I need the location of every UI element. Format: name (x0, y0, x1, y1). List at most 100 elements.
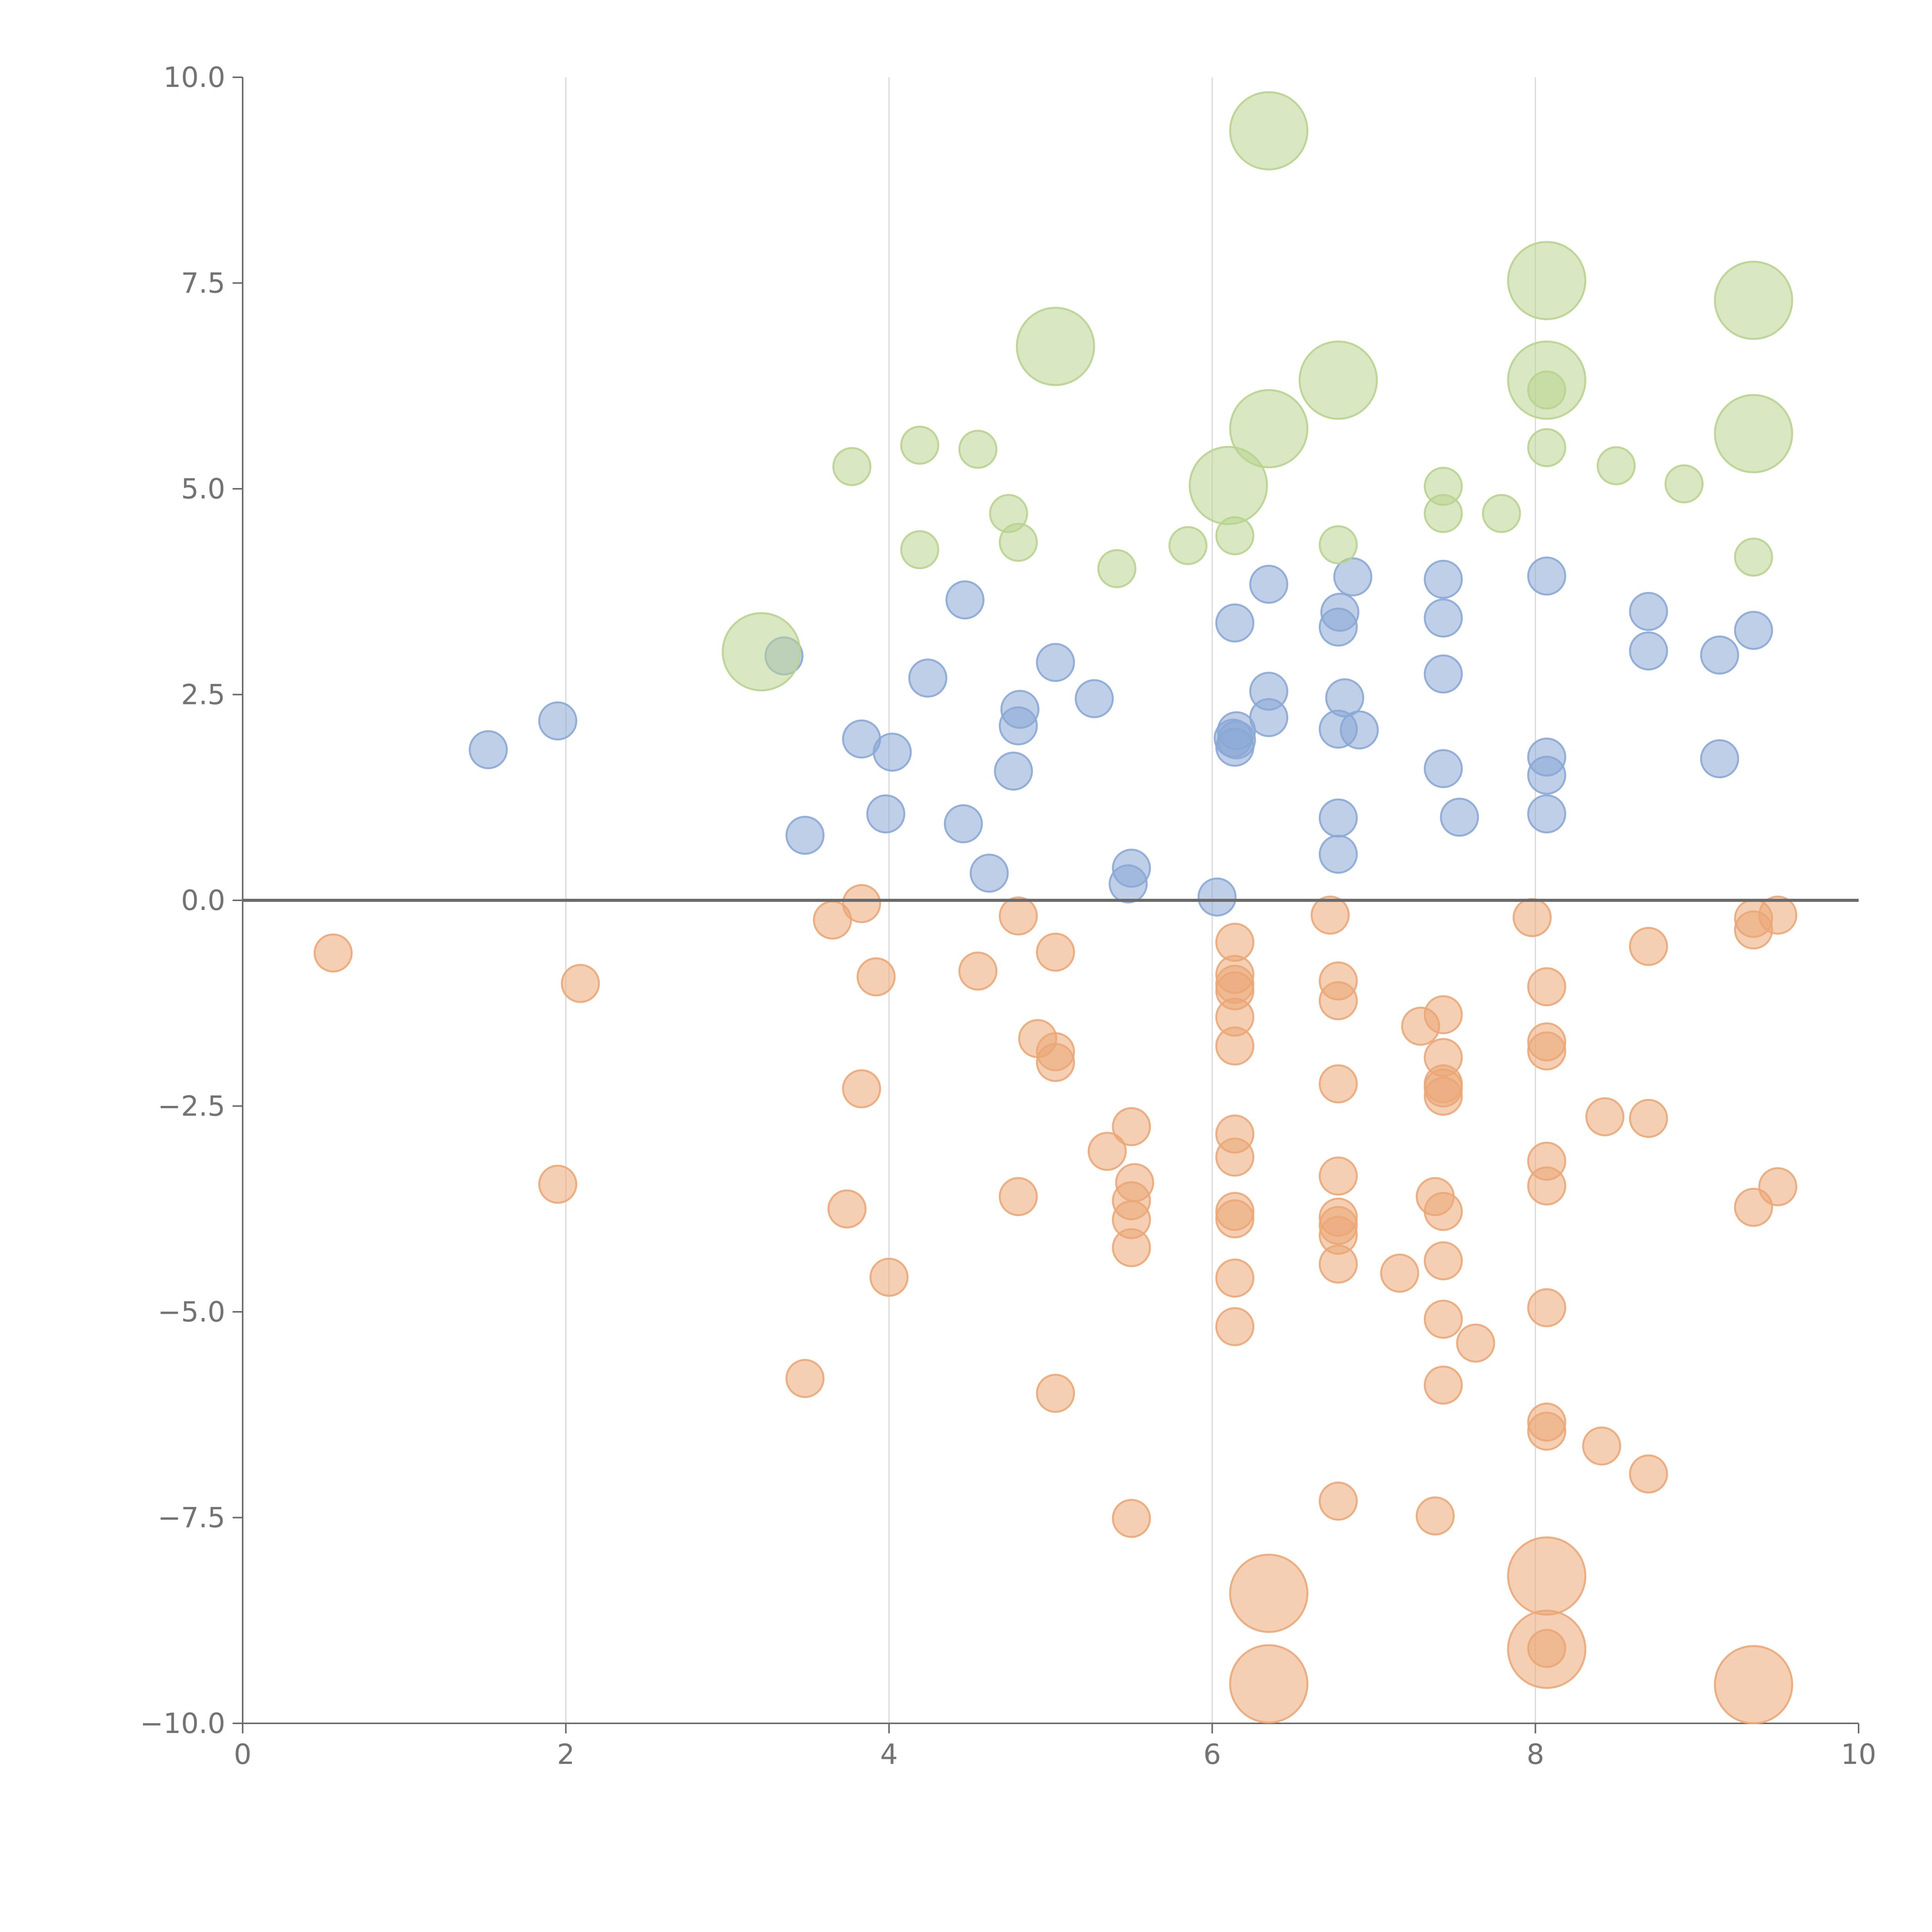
data-point (1423, 749, 1463, 788)
x-tick-label: 8 (1527, 1738, 1544, 1770)
data-point (1112, 1228, 1151, 1267)
x-tick-label: 10 (1841, 1738, 1876, 1770)
series-green-large (721, 91, 1793, 692)
data-point (1115, 1163, 1154, 1202)
data-point (1714, 260, 1793, 340)
data-point (1333, 557, 1372, 597)
data-point (1585, 1097, 1624, 1136)
data-point (1215, 603, 1255, 643)
data-point (1423, 598, 1463, 638)
data-point (1423, 560, 1463, 599)
data-point (1423, 995, 1463, 1034)
data-point (1507, 340, 1587, 420)
data-point (1629, 1099, 1668, 1138)
data-point (1320, 593, 1360, 632)
data-point (856, 957, 896, 997)
data-point (1087, 1132, 1127, 1171)
data-point (1000, 690, 1040, 729)
data-point (944, 804, 983, 844)
data-point (1112, 849, 1151, 888)
data-point (1112, 1499, 1151, 1538)
data-point (1629, 592, 1668, 631)
data-point (1512, 898, 1552, 937)
y-tick-label: 10.0 (163, 61, 225, 94)
data-point (842, 884, 881, 923)
data-point (1318, 1156, 1358, 1196)
data-point (1734, 537, 1773, 577)
data-point (1340, 710, 1379, 750)
data-point (1229, 389, 1309, 469)
data-point (1423, 1366, 1463, 1405)
data-point (1714, 394, 1793, 473)
data-point (998, 896, 1038, 935)
data-point (994, 752, 1033, 791)
data-point (1189, 446, 1268, 525)
data-point (1249, 565, 1289, 604)
x-tick-label: 2 (557, 1738, 575, 1770)
data-point (538, 701, 577, 741)
data-point (1215, 1259, 1255, 1298)
data-point (538, 1165, 577, 1204)
series-green-small (832, 370, 1773, 588)
data-point (1380, 1253, 1419, 1293)
data-point (1036, 932, 1075, 972)
data-point (1036, 1374, 1075, 1413)
data-point (1318, 1481, 1358, 1521)
data-point (900, 530, 939, 570)
data-point (998, 522, 1038, 562)
data-point (1423, 494, 1463, 533)
y-tick-label: 7.5 (181, 267, 225, 299)
data-point (1423, 1241, 1463, 1281)
data-point (1664, 464, 1704, 503)
data-point (1582, 1426, 1621, 1466)
data-point (1482, 494, 1521, 533)
data-point (1527, 737, 1566, 777)
series-orange-small (313, 884, 1798, 1668)
series-orange-large (1229, 1536, 1793, 1725)
data-point (1527, 794, 1566, 833)
data-point (785, 1359, 825, 1398)
data-point (785, 816, 825, 855)
data-point (313, 933, 353, 973)
data-point (1318, 835, 1358, 874)
data-point (1318, 525, 1358, 565)
data-point (866, 794, 905, 833)
x-tick-label: 6 (1203, 1738, 1221, 1770)
data-point (1298, 340, 1378, 420)
data-point (1036, 643, 1075, 682)
y-tick-label: 0.0 (181, 884, 225, 917)
data-point (1456, 1323, 1495, 1363)
data-point (1229, 91, 1309, 170)
y-tick-label: −10.0 (140, 1707, 225, 1740)
data-point (1507, 1609, 1587, 1689)
y-tick-label: −2.5 (158, 1090, 225, 1122)
data-point (872, 733, 912, 772)
data-point (1215, 1199, 1255, 1238)
data-point (958, 430, 998, 469)
data-point (1215, 1307, 1255, 1346)
data-point (1527, 1031, 1566, 1071)
data-point (1597, 446, 1636, 485)
data-point (1075, 679, 1114, 718)
data-point (1527, 1412, 1566, 1451)
data-point (1700, 635, 1739, 675)
data-point (1112, 1107, 1151, 1146)
data-point (1423, 654, 1463, 694)
data-point (1016, 307, 1095, 386)
series-blue-small (469, 556, 1773, 917)
y-tick-label: 5.0 (181, 473, 225, 505)
data-point (1423, 1064, 1463, 1104)
data-point (1758, 1167, 1798, 1206)
data-point (1215, 1026, 1255, 1066)
x-tick-label: 4 (880, 1738, 898, 1770)
data-point (945, 580, 985, 620)
data-point (721, 612, 801, 692)
data-point (1217, 720, 1256, 760)
data-point (1629, 927, 1668, 966)
data-point (1318, 1064, 1358, 1104)
data-point (1527, 1288, 1566, 1327)
data-point (900, 425, 939, 465)
data-point (1734, 611, 1773, 650)
data-point (1325, 678, 1364, 718)
